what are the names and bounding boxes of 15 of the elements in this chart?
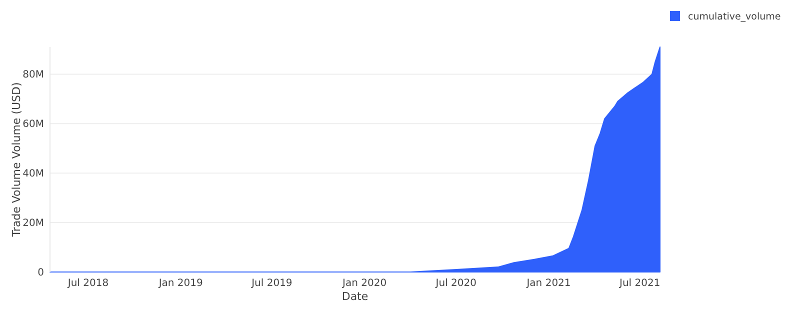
x-tick-label: Jan 2020 — [342, 278, 387, 289]
y-axis-title: Trade Volume Volume (USD) — [10, 82, 23, 238]
x-tick-label: Jul 2018 — [66, 278, 109, 289]
y-tick-label: 0 — [38, 268, 44, 278]
x-tick-label: Jul 2019 — [250, 278, 292, 289]
legend-label: cumulative_volume — [688, 11, 781, 22]
x-axis-title: Date — [342, 290, 368, 303]
x-tick-label: Jul 2020 — [434, 278, 477, 289]
y-tick-label: 40M — [22, 168, 44, 180]
x-tick-label: Jan 2019 — [158, 278, 203, 289]
y-tick-label: 60M — [22, 119, 44, 130]
y-tick-label: 80M — [22, 70, 44, 81]
x-tick-label: Jan 2021 — [526, 278, 571, 289]
y-tick-label: 20M — [22, 218, 44, 230]
x-tick-label: Jul 2021 — [618, 278, 660, 289]
